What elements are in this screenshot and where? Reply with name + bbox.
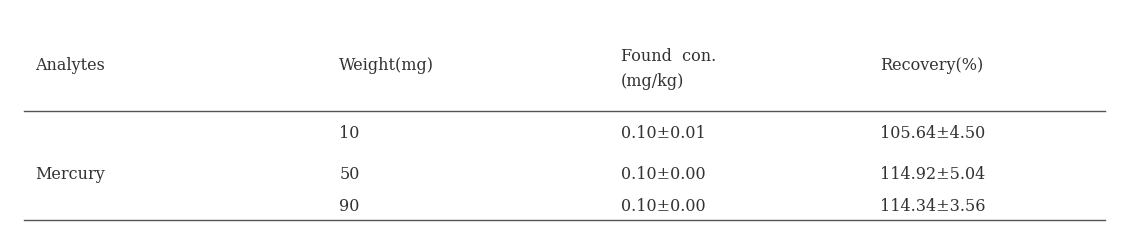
Text: (mg/kg): (mg/kg): [621, 73, 684, 90]
Text: Mercury: Mercury: [35, 166, 105, 183]
Text: 50: 50: [339, 166, 360, 183]
Text: 0.10±0.00: 0.10±0.00: [621, 198, 706, 215]
Text: Recovery(%): Recovery(%): [879, 57, 983, 74]
Text: Analytes: Analytes: [35, 57, 105, 74]
Text: 114.34±3.56: 114.34±3.56: [879, 198, 986, 215]
Text: 0.10±0.01: 0.10±0.01: [621, 125, 706, 142]
Text: 114.92±5.04: 114.92±5.04: [879, 166, 986, 183]
Text: 90: 90: [339, 198, 360, 215]
Text: 105.64±4.50: 105.64±4.50: [879, 125, 986, 142]
Text: 10: 10: [339, 125, 360, 142]
Text: 0.10±0.00: 0.10±0.00: [621, 166, 706, 183]
Text: Found  con.: Found con.: [621, 48, 716, 65]
Text: Weight(mg): Weight(mg): [339, 57, 435, 74]
